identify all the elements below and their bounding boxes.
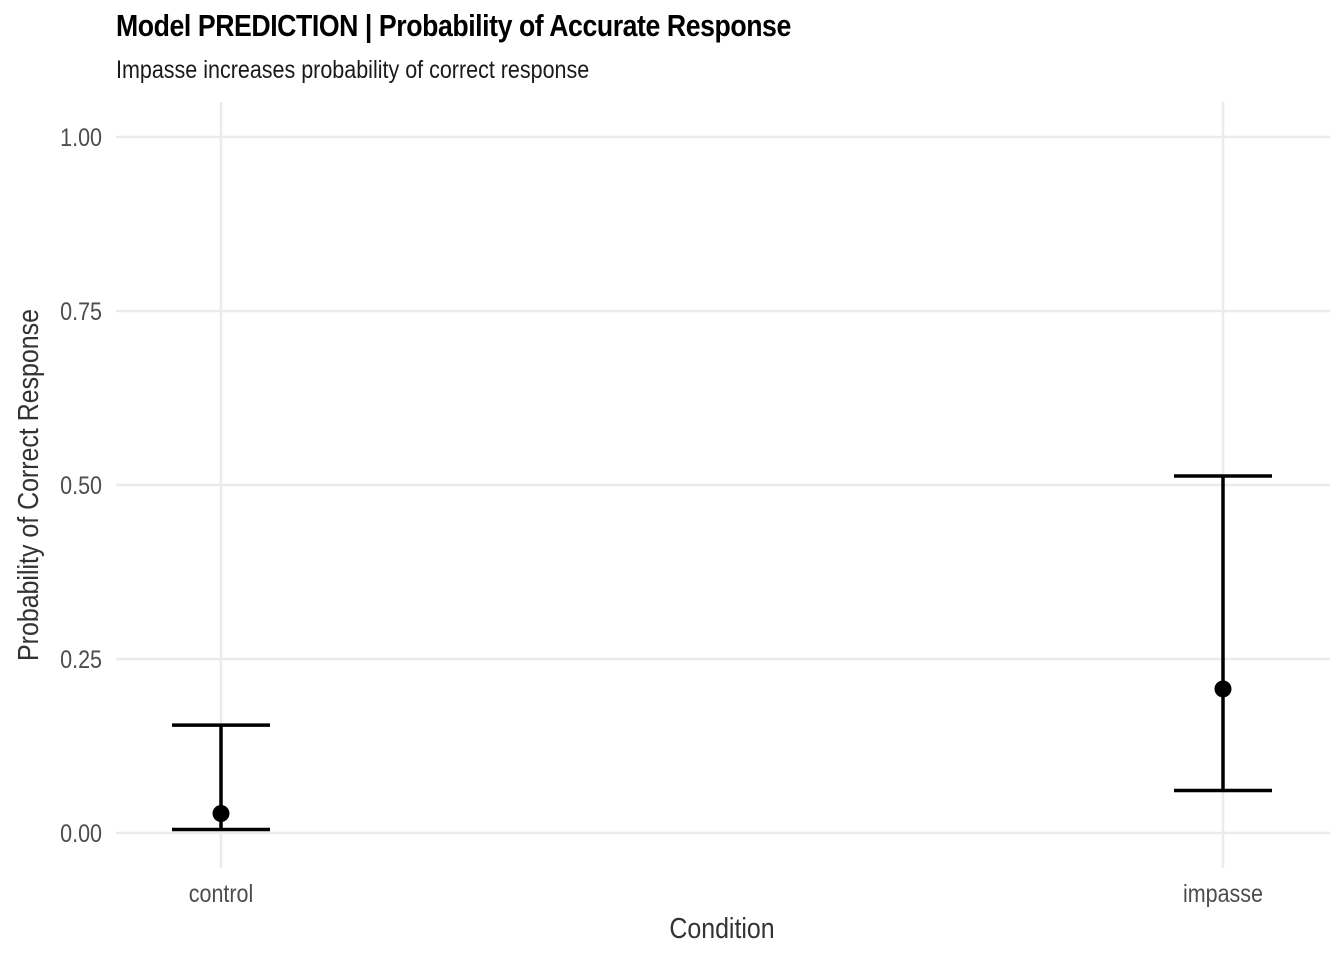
- marks-layer: [172, 474, 1272, 832]
- grid-layer: [116, 102, 1330, 868]
- y-tick-label: 1.00: [60, 123, 102, 151]
- chart-title: Model PREDICTION | Probability of Accura…: [116, 8, 791, 43]
- x-axis-title: Condition: [669, 912, 774, 944]
- labels-layer: Condition Probability of Correct Respons…: [12, 123, 1263, 944]
- y-tick-label: 0.50: [60, 471, 102, 499]
- chart-subtitle: Impasse increases probability of correct…: [116, 56, 590, 84]
- y-tick-label: 0.00: [60, 819, 102, 847]
- point-control: [212, 805, 230, 823]
- x-tick-label: impasse: [1183, 879, 1263, 907]
- y-tick-label: 0.25: [60, 645, 102, 673]
- y-tick-label: 0.75: [60, 297, 102, 325]
- point-impasse: [1214, 680, 1232, 698]
- y-axis-title: Probability of Correct Response: [12, 309, 44, 661]
- x-tick-label: control: [189, 879, 253, 907]
